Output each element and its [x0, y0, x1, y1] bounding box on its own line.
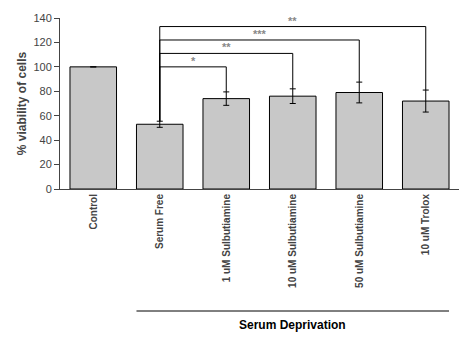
svg-text:50 uM Sulbutiamine: 50 uM Sulbutiamine	[354, 194, 365, 288]
svg-text:10 uM Trolox: 10 uM Trolox	[420, 194, 431, 256]
svg-text:***: ***	[253, 28, 267, 40]
svg-text:40: 40	[40, 134, 52, 146]
svg-text:100: 100	[33, 61, 51, 73]
svg-text:1 uM Sulbutiamine: 1 uM Sulbutiamine	[221, 194, 232, 283]
svg-text:140: 140	[33, 12, 51, 24]
svg-text:80: 80	[40, 85, 52, 97]
svg-text:Serum Deprivation: Serum Deprivation	[239, 318, 346, 332]
svg-text:60: 60	[40, 110, 52, 122]
svg-text:**: **	[222, 41, 231, 53]
svg-text:**: **	[288, 15, 297, 27]
svg-text:10 uM Sulbutiamine: 10 uM Sulbutiamine	[287, 194, 298, 288]
svg-text:Serum Free: Serum Free	[154, 194, 165, 249]
svg-text:*: *	[191, 55, 196, 67]
svg-text:20: 20	[40, 158, 52, 170]
svg-text:0: 0	[46, 183, 52, 195]
svg-text:% viability of cells: % viability of cells	[15, 51, 29, 155]
svg-text:120: 120	[33, 36, 51, 48]
svg-text:Control: Control	[88, 194, 99, 230]
